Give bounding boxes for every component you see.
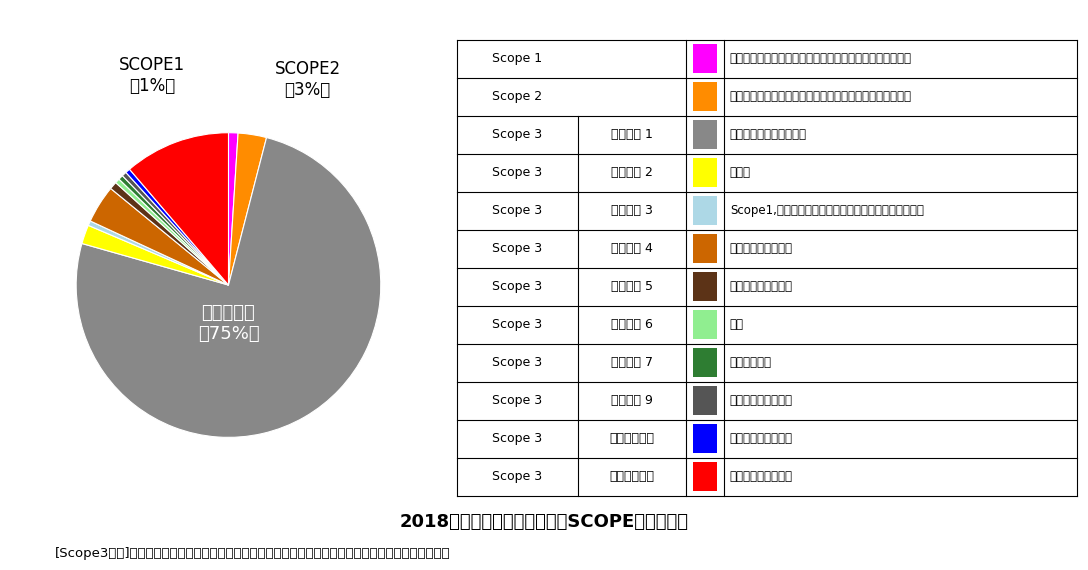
Text: Scope 3: Scope 3 [493, 242, 543, 255]
Wedge shape [123, 173, 228, 285]
Bar [457, 306, 1077, 344]
Text: 出張: 出張 [730, 319, 744, 331]
Text: Scope 3: Scope 3 [493, 128, 543, 141]
Text: Scope 3: Scope 3 [493, 166, 543, 180]
Wedge shape [76, 137, 381, 437]
Text: SCOPE1
（1%）: SCOPE1 （1%） [120, 56, 185, 95]
Text: [Scope3算定]千葉大学大学院　融合理工学府地球環境科学専攻都市環境システムコース　松野泰也教授: [Scope3算定]千葉大学大学院 融合理工学府地球環境科学専攻都市環境システム… [54, 547, 450, 560]
Text: カテゴリ 2: カテゴリ 2 [611, 166, 653, 180]
Text: 輸送・配送（下流）: 輸送・配送（下流） [730, 394, 793, 408]
Bar [693, 425, 717, 453]
Bar [693, 462, 717, 491]
Text: 雇用者の通勤: 雇用者の通勤 [730, 356, 771, 369]
Bar [693, 348, 717, 377]
Text: 事業から出る廃棄物: 事業から出る廃棄物 [730, 280, 793, 294]
Bar [457, 268, 1077, 306]
Bar [693, 197, 717, 225]
Wedge shape [119, 176, 228, 285]
Bar [693, 272, 717, 302]
Text: カテゴリ１１: カテゴリ１１ [609, 433, 655, 445]
Bar [693, 311, 717, 339]
Text: 販売した製品の使用: 販売した製品の使用 [730, 433, 793, 445]
Text: カテゴリ１
（75%）: カテゴリ１ （75%） [198, 304, 259, 343]
Bar [457, 154, 1077, 192]
Bar [693, 386, 717, 416]
Bar [457, 420, 1077, 458]
Text: カテゴリ 4: カテゴリ 4 [611, 242, 653, 255]
Text: 購入した製品・サービス: 購入した製品・サービス [730, 128, 807, 141]
Text: カテゴリ 3: カテゴリ 3 [611, 205, 653, 217]
Bar [457, 230, 1077, 268]
Text: カテゴリ 7: カテゴリ 7 [611, 356, 653, 369]
Text: Scope 3: Scope 3 [493, 280, 543, 294]
Bar [693, 120, 717, 149]
Wedge shape [129, 133, 228, 285]
Text: カテゴリ 5: カテゴリ 5 [611, 280, 653, 294]
Text: Scope 3: Scope 3 [493, 394, 543, 408]
Text: 輸送・配送（上流）: 輸送・配送（上流） [730, 242, 793, 255]
Bar [457, 78, 1077, 116]
Text: 他社から供給された電気、熱・蒸気の使用に伴う間接排出: 他社から供給された電気、熱・蒸気の使用に伴う間接排出 [730, 91, 912, 103]
Text: カテゴリ１２: カテゴリ１２ [609, 470, 655, 483]
Text: カテゴリ 9: カテゴリ 9 [611, 394, 653, 408]
Text: 事業者自らによる温室効果ガスの直接排出（燃料の燃焼）: 事業者自らによる温室効果ガスの直接排出（燃料の燃焼） [730, 52, 912, 66]
Text: Scope 3: Scope 3 [493, 470, 543, 483]
Bar [457, 382, 1077, 420]
Wedge shape [115, 179, 228, 285]
Wedge shape [228, 133, 238, 285]
Text: 資本財: 資本財 [730, 166, 751, 180]
Bar [693, 158, 717, 188]
Bar [457, 40, 1077, 78]
Wedge shape [111, 182, 228, 285]
Text: Scope 3: Scope 3 [493, 205, 543, 217]
Bar [693, 44, 717, 74]
Bar [457, 192, 1077, 230]
Wedge shape [90, 189, 228, 285]
Bar [457, 344, 1077, 382]
Wedge shape [88, 221, 228, 285]
Bar [457, 458, 1077, 496]
Text: カテゴリ 1: カテゴリ 1 [611, 128, 653, 141]
Text: Scope 2: Scope 2 [493, 91, 543, 103]
Wedge shape [82, 225, 228, 285]
Text: Scope 3: Scope 3 [493, 433, 543, 445]
Bar [693, 234, 717, 263]
Text: Scope1,２に含まれない燃料およびエネルギー関連活動: Scope1,２に含まれない燃料およびエネルギー関連活動 [730, 205, 924, 217]
Text: 販売した製品の廃棄: 販売した製品の廃棄 [730, 470, 793, 483]
Text: Scope 3: Scope 3 [493, 319, 543, 331]
Text: カテゴリ 6: カテゴリ 6 [611, 319, 653, 331]
Text: Scope 3: Scope 3 [493, 356, 543, 369]
Wedge shape [228, 133, 267, 285]
Text: SCOPE2
（3%）: SCOPE2 （3%） [274, 60, 341, 99]
Bar [693, 83, 717, 111]
Text: Scope 1: Scope 1 [493, 52, 543, 66]
Text: 2018年度　百貨店業におけるSCOPE３算出結果: 2018年度 百貨店業におけるSCOPE３算出結果 [399, 513, 689, 531]
Wedge shape [126, 169, 228, 285]
Bar [457, 116, 1077, 154]
